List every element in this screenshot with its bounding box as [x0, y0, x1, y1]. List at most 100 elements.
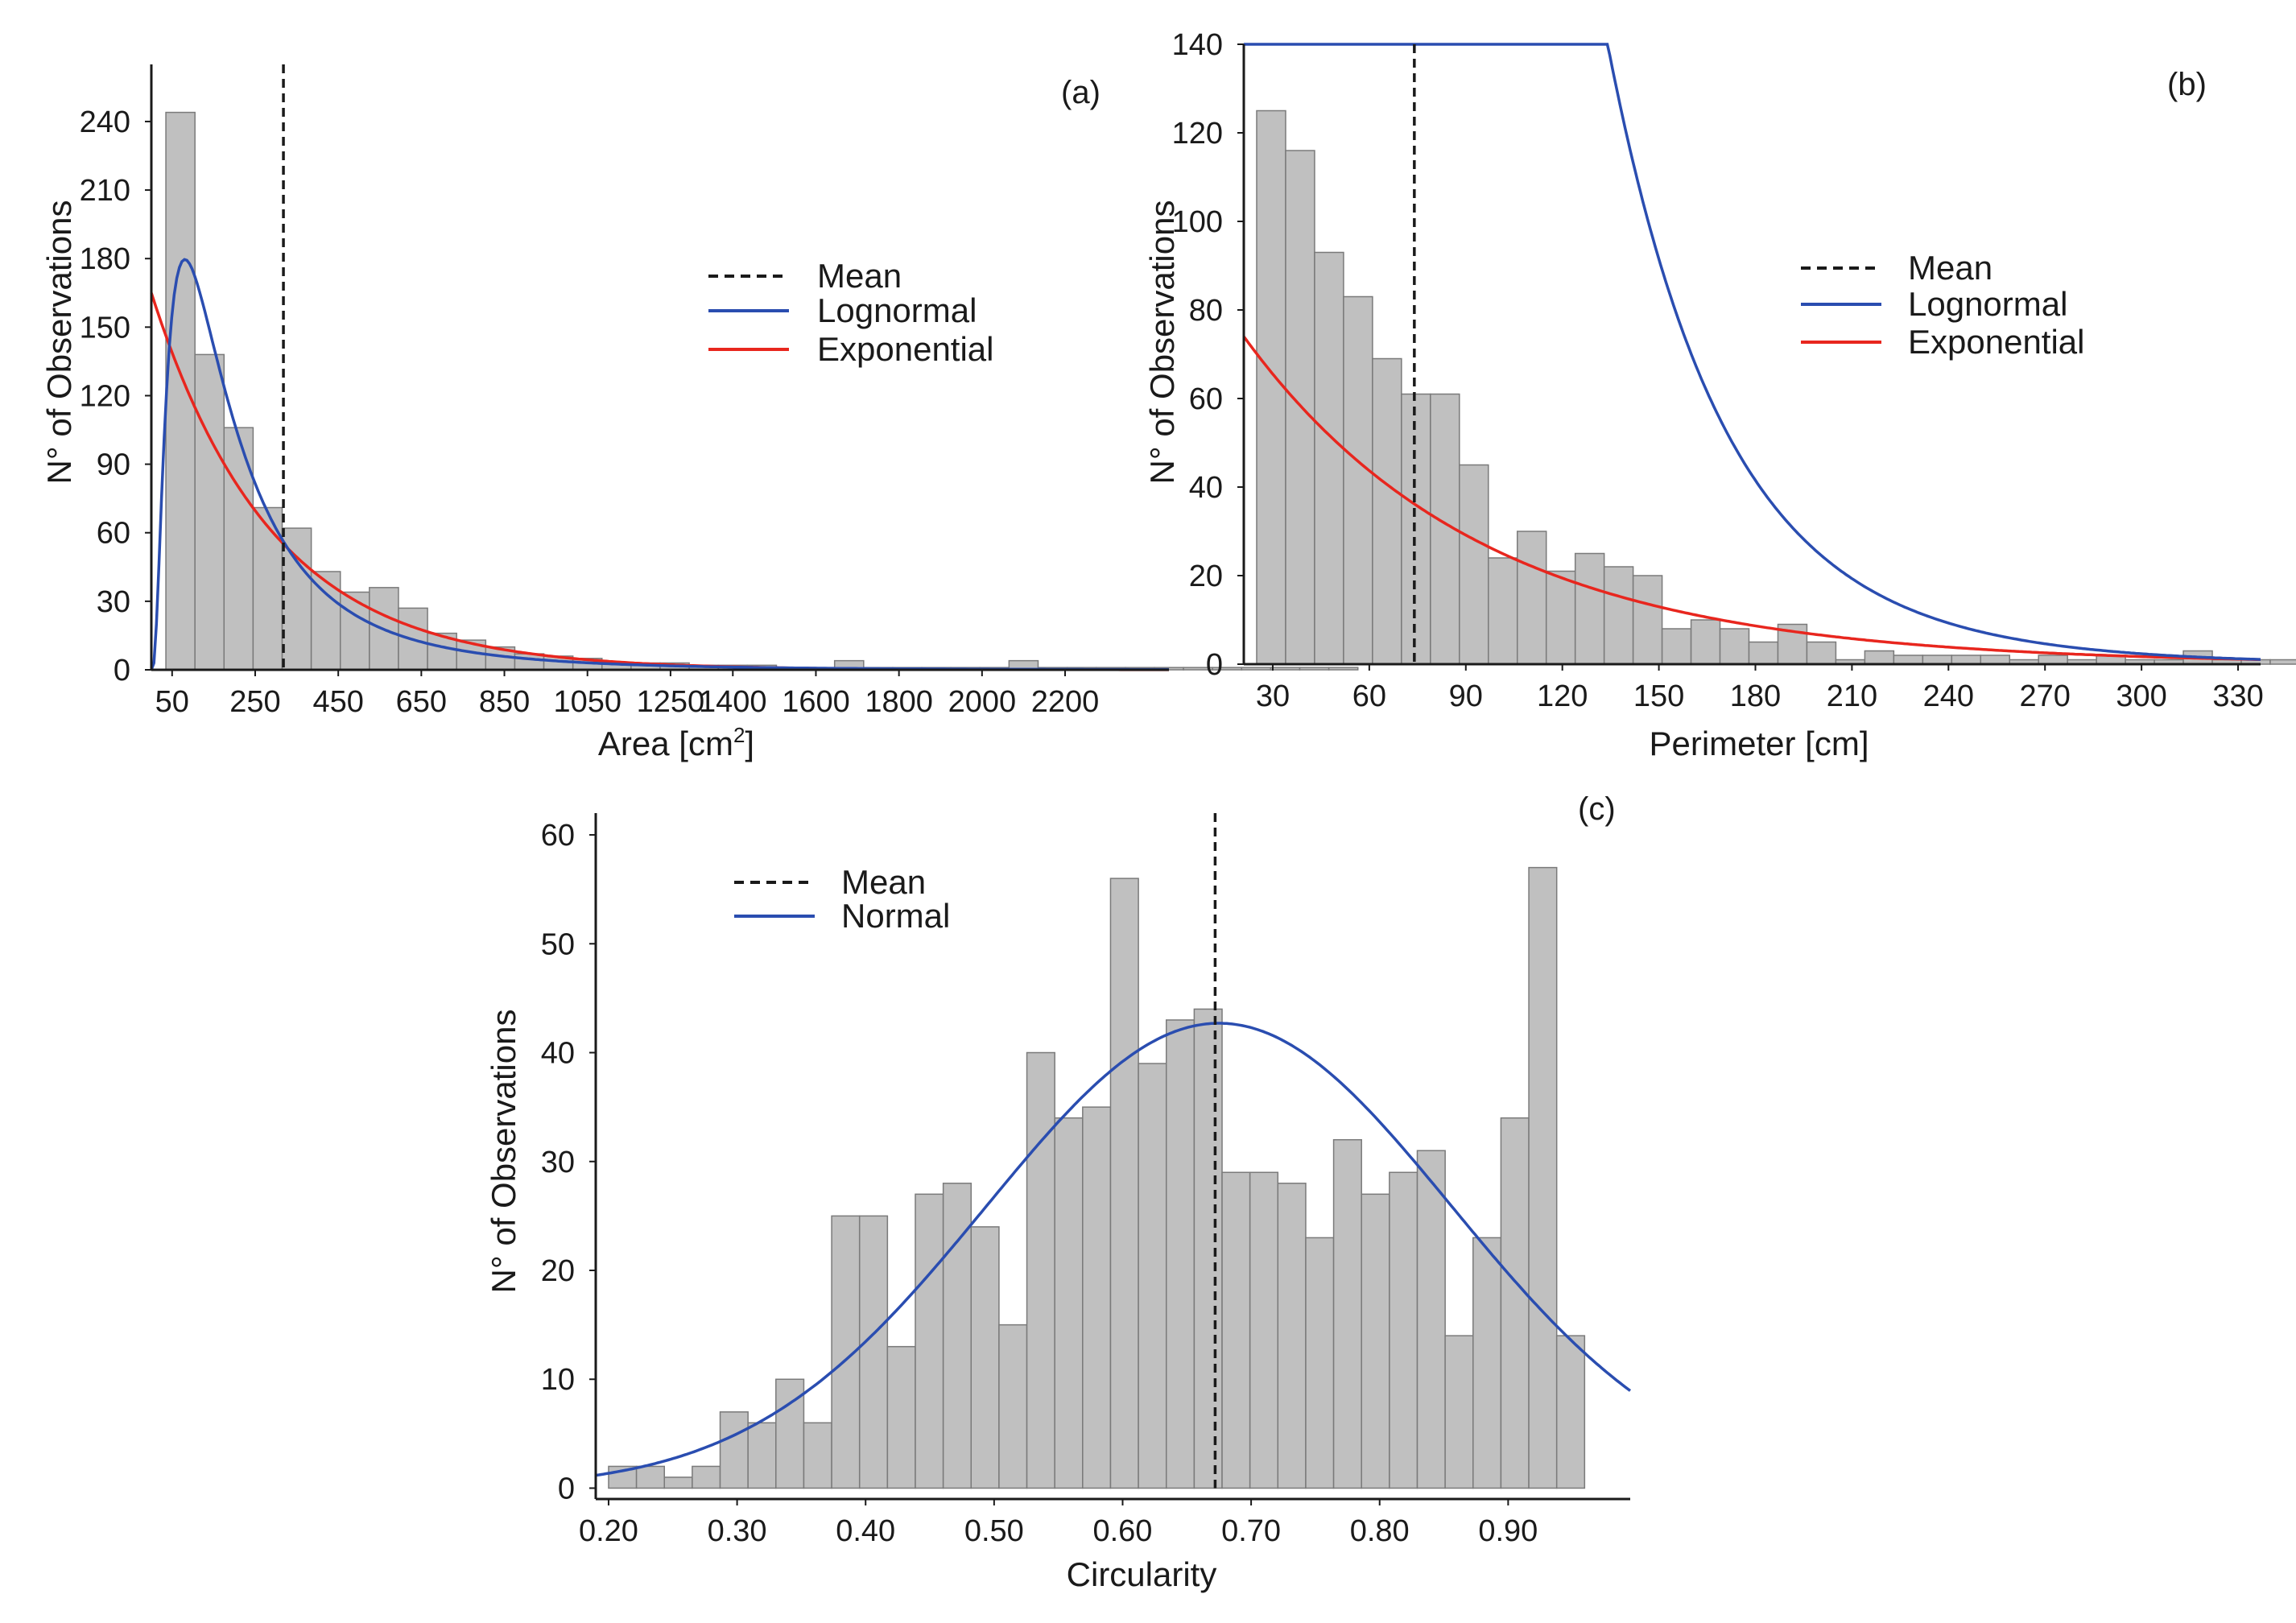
histogram-bar [1082, 1106, 1112, 1489]
histogram-bar [1221, 1171, 1251, 1489]
legend-exponential-label: Exponential [817, 330, 994, 368]
histogram-bar [1193, 1008, 1223, 1489]
legend-mean-label: Mean [817, 257, 902, 295]
x-tick-label: 1800 [865, 685, 933, 719]
circularity-x-axis-label: Circularity [1067, 1555, 1217, 1593]
histogram-bar [514, 653, 545, 671]
histogram-bar [1328, 667, 1359, 671]
x-tick-label: 0.50 [964, 1514, 1024, 1548]
y-tick-label: 60 [1189, 382, 1223, 416]
perimeter-y-ticks: 0 20 40 60 80 100 120 140 [1172, 28, 1244, 682]
perimeter-panel-label: (b) [2167, 67, 2207, 102]
histogram-bar [1138, 1063, 1167, 1489]
histogram-bar [1314, 251, 1344, 665]
y-tick-label: 40 [1189, 471, 1223, 505]
y-tick-label: 80 [1189, 294, 1223, 328]
x-tick-label: 0.60 [1092, 1514, 1152, 1548]
perimeter-fit-curves [1242, 43, 2261, 664]
histogram-bar [2038, 655, 2068, 665]
histogram-bar [1922, 655, 1953, 665]
circularity-fit-curves [595, 813, 1632, 1489]
circularity-legend: Mean Normal [734, 863, 950, 935]
circularity-x-ticks: 0.20 0.30 0.40 0.50 0.60 0.70 0.80 0.90 [579, 1499, 1538, 1548]
x-tick-label: 30 [1256, 679, 1290, 713]
x-tick-label: 300 [2116, 679, 2166, 713]
histogram-bar [663, 1476, 693, 1489]
histogram-bar [747, 1422, 777, 1489]
histogram-bar [165, 111, 196, 671]
histogram-bar [692, 1465, 721, 1489]
y-tick-label: 150 [80, 311, 130, 345]
chart-circularity-histogram: 0.20 0.30 0.40 0.50 0.60 0.70 0.80 0.90 0 10 20 30… [485, 791, 1632, 1593]
normal-fit-curve [595, 1022, 1632, 1477]
histogram-bar [1545, 570, 1576, 665]
y-tick-label: 210 [80, 174, 130, 208]
y-tick-label: 140 [1172, 28, 1223, 62]
legend-normal-label: Normal [841, 897, 950, 935]
histogram-bar [1864, 650, 1895, 665]
area-y-axis-label: N° of Observations [40, 200, 78, 485]
histogram-bar [1401, 393, 1431, 665]
x-tick-label: 1050 [553, 685, 621, 719]
x-tick-label: 1400 [699, 685, 767, 719]
histogram-bar [1270, 667, 1301, 671]
histogram-bar [915, 1193, 944, 1489]
histogram-bar [1305, 1237, 1335, 1489]
x-tick-label: 240 [1923, 679, 1974, 713]
histogram-bar [1472, 1237, 1502, 1489]
area-legend: Mean Lognormal Exponential [708, 257, 994, 368]
histogram-bar [1719, 628, 1750, 665]
y-tick-label: 10 [541, 1363, 575, 1397]
histogram-bar [970, 1226, 1000, 1489]
y-tick-label: 30 [97, 585, 130, 619]
histogram-bar [1332, 1138, 1362, 1489]
exponential-fit-curve [1242, 335, 2261, 662]
histogram-bar [1249, 1171, 1279, 1489]
histogram-bar [1603, 566, 1634, 665]
perimeter-legend: Mean Lognormal Exponential [1801, 249, 2085, 361]
x-tick-label: 2200 [1031, 685, 1100, 719]
legend-mean-label: Mean [841, 863, 926, 901]
histogram-bar [281, 527, 312, 671]
y-tick-label: 100 [1172, 205, 1223, 239]
histogram-bar [1459, 464, 1489, 665]
histogram-bar [1516, 531, 1547, 665]
histogram-bar [1528, 866, 1558, 1489]
x-tick-label: 210 [1827, 679, 1877, 713]
circularity-y-axis-label: N° of Observations [485, 1010, 522, 1294]
x-tick-label: 1600 [782, 685, 850, 719]
legend-mean-label: Mean [1908, 249, 1992, 287]
x-tick-label: 0.30 [708, 1514, 767, 1548]
histogram-bar [1389, 1171, 1418, 1489]
x-tick-label: 0.90 [1478, 1514, 1538, 1548]
histogram-bar [1661, 628, 1692, 665]
x-tick-label: 0.40 [836, 1514, 895, 1548]
histogram-bar [369, 587, 399, 671]
x-tick-label: 150 [1633, 679, 1684, 713]
x-tick-label: 270 [2020, 679, 2071, 713]
histogram-bar [1555, 1335, 1586, 1489]
x-tick-label: 0.80 [1350, 1514, 1410, 1548]
histogram-bar [1299, 667, 1330, 671]
chart-perimeter-histogram: 30 60 90 120 150 180 210 240 270 300 330 0 20 40 60 80… [1143, 28, 2296, 762]
x-tick-label: 850 [479, 685, 530, 719]
histogram-bar [1372, 357, 1402, 665]
perimeter-y-axis-label: N° of Observations [1143, 200, 1181, 485]
y-tick-label: 0 [558, 1472, 575, 1505]
y-tick-label: 40 [541, 1037, 575, 1071]
y-tick-label: 240 [80, 105, 130, 139]
histogram-bar [1256, 109, 1286, 665]
x-tick-label: 90 [1449, 679, 1483, 713]
legend-exponential-label: Exponential [1908, 323, 2085, 361]
histogram-bar [1026, 1051, 1055, 1489]
histogram-bar [1980, 655, 2010, 665]
y-tick-label: 120 [1172, 117, 1223, 151]
y-tick-label: 180 [80, 242, 130, 276]
y-tick-label: 60 [97, 517, 130, 551]
x-tick-label: 180 [1730, 679, 1781, 713]
histogram-bar [1748, 641, 1779, 665]
perimeter-bars [1256, 109, 2296, 665]
y-tick-label: 0 [1206, 648, 1223, 682]
